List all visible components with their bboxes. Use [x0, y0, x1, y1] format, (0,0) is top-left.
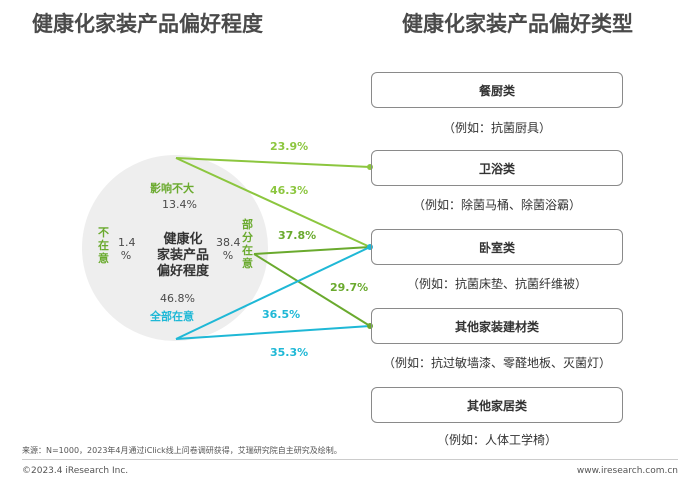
partial-value-pct: %	[222, 249, 234, 262]
partial-value-num: 38.4	[216, 236, 241, 249]
partial-value: 38.4 %	[216, 236, 241, 262]
notcare-char-2: 在	[98, 239, 109, 252]
notcare-value-pct: %	[120, 249, 132, 262]
link-label-partial-bedroom: 37.8%	[278, 229, 317, 242]
partial-char-1: 部	[242, 218, 253, 231]
link-line-all-bedroom	[175, 246, 371, 340]
link-line-partial-building	[253, 253, 371, 327]
link-label-all-bedroom: 36.5%	[262, 308, 301, 321]
center-line-2: 家装产品	[156, 248, 209, 263]
category-bath: 卫浴类	[371, 150, 623, 186]
all-label: 全部在意	[150, 310, 194, 323]
notcare-char-1: 不	[98, 226, 109, 239]
influence-value: 13.4%	[162, 198, 197, 211]
partial-char-4: 意	[242, 257, 253, 270]
category-bedroom: 卧室类	[371, 229, 623, 265]
link-label-influence-bath: 23.9%	[270, 140, 309, 153]
left-title: 健康化家装产品偏好程度	[32, 12, 263, 36]
footer-divider	[22, 459, 678, 460]
partial-label: 部 分 在 意	[242, 218, 254, 270]
center-line-3: 偏好程度	[156, 264, 209, 279]
footer-copyright: ©2023.4 iResearch Inc.	[22, 466, 129, 476]
preference-circle	[82, 155, 268, 341]
notcare-value: 1.4 %	[118, 236, 136, 262]
category-kitchen-example: （例如：抗菌厨具）	[442, 121, 551, 135]
circle-center-label: 健康化 家装产品 偏好程度	[147, 232, 219, 280]
influence-label: 影响不大	[150, 182, 194, 195]
link-line-all-building	[175, 325, 371, 340]
category-home: 其他家居类	[371, 387, 623, 423]
all-value: 46.8%	[160, 292, 195, 305]
link-line-partial-bedroom	[253, 246, 371, 255]
link-label-influence-bedroom: 46.3%	[270, 184, 309, 197]
category-kitchen: 餐厨类	[371, 72, 623, 108]
center-line-1: 健康化	[163, 232, 203, 247]
link-line-influence-bath	[175, 157, 371, 168]
footer-source: 来源：N=1000，2023年4月通过iClick线上问卷调研获得，艾瑞研究院自…	[22, 446, 342, 455]
link-label-partial-building: 29.7%	[330, 281, 369, 294]
partial-char-2: 分	[242, 231, 253, 244]
link-line-influence-bedroom	[175, 157, 371, 248]
notcare-char-3: 意	[98, 252, 109, 265]
category-building: 其他家装建材类	[371, 308, 623, 344]
category-bath-example: （例如：除菌马桶、除菌浴霸）	[412, 198, 581, 212]
notcare-value-num: 1.4	[118, 236, 136, 249]
partial-char-3: 在	[242, 244, 253, 257]
right-title: 健康化家装产品偏好类型	[402, 12, 633, 36]
notcare-label: 不 在 意	[98, 226, 110, 265]
category-home-example: （例如：人体工学椅）	[436, 433, 557, 447]
category-building-example: （例如：抗过敏墙漆、零醛地板、灭菌灯）	[382, 356, 611, 370]
link-label-all-building: 35.3%	[270, 346, 309, 359]
category-bedroom-example: （例如：抗菌床垫、抗菌纤维被）	[406, 277, 587, 291]
footer-url: www.iresearch.com.cn	[576, 466, 678, 476]
